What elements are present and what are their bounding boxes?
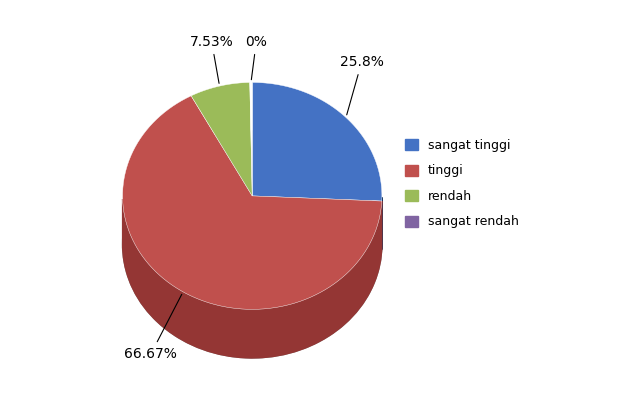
Polygon shape: [123, 199, 382, 358]
Polygon shape: [250, 82, 252, 196]
Ellipse shape: [123, 131, 382, 358]
Text: 25.8%: 25.8%: [340, 55, 384, 115]
Polygon shape: [123, 96, 382, 309]
Text: 7.53%: 7.53%: [190, 35, 233, 83]
Polygon shape: [252, 82, 382, 201]
Legend: sangat tinggi, tinggi, rendah, sangat rendah: sangat tinggi, tinggi, rendah, sangat re…: [400, 134, 524, 233]
Polygon shape: [191, 82, 252, 196]
Text: 66.67%: 66.67%: [125, 294, 182, 361]
Text: 0%: 0%: [245, 35, 267, 80]
